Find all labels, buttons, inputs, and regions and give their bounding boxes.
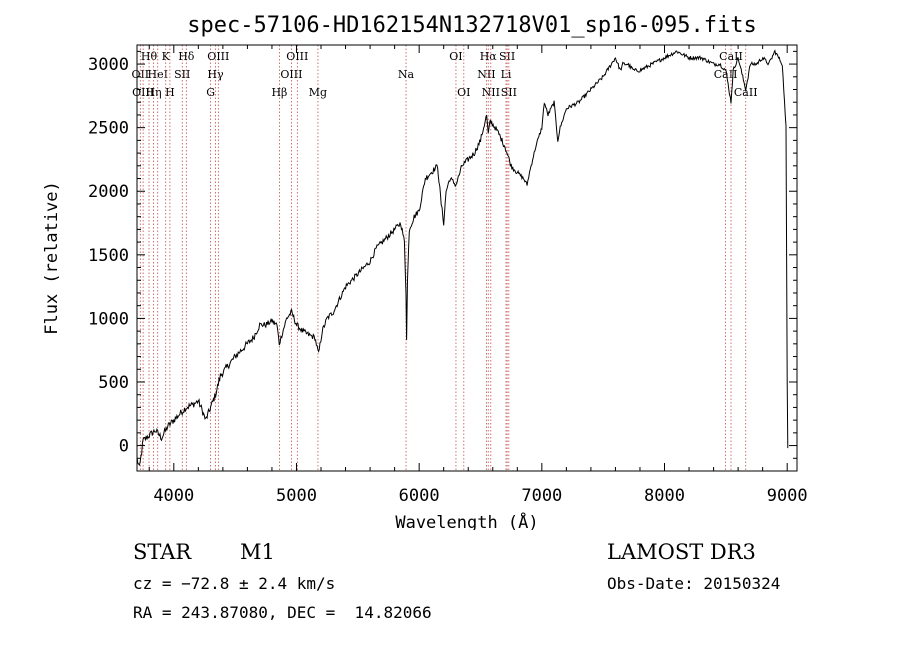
line-marker-label: CaII <box>734 86 758 99</box>
y-axis-label: Flux (relative) <box>42 181 62 335</box>
x-tick-label: 5000 <box>276 486 317 506</box>
coordinates: RA = 243.87080, DEC = 14.82066 <box>133 603 432 622</box>
y-tick-label: 0 <box>119 437 129 457</box>
line-marker-label: NII <box>482 86 500 99</box>
x-axis: 4000 5000 6000 7000 8000 9000 <box>148 45 808 506</box>
line-marker-label: Li <box>501 68 512 81</box>
spectrum-chart: spec-57106-HD162154N132718V01_sp16-095.f… <box>42 13 808 530</box>
y-tick-label: 2500 <box>88 119 129 139</box>
line-marker-label: Hη <box>145 86 161 99</box>
y-axis: 0 500 1000 1500 2000 2500 3000 <box>88 50 797 459</box>
line-marker-label: G <box>206 86 215 99</box>
chart-title: spec-57106-HD162154N132718V01_sp16-095.f… <box>187 13 757 38</box>
line-marker-label: K <box>162 50 171 63</box>
object-subclass: M1 <box>240 540 275 564</box>
line-marker-label: Na <box>398 68 415 81</box>
line-marker-label: OIII <box>207 50 229 63</box>
flux-series-line <box>136 49 789 467</box>
y-tick-label: 2000 <box>88 182 129 202</box>
x-tick-label: 4000 <box>153 486 194 506</box>
y-tick-label: 3000 <box>88 55 129 75</box>
line-marker-label: Hβ <box>271 86 287 99</box>
line-marker-label: NII <box>477 68 495 81</box>
line-marker-label: OIII <box>280 68 302 81</box>
x-tick-label: 7000 <box>521 486 562 506</box>
line-marker-label: Hδ <box>178 50 195 63</box>
x-axis-label: Wavelength (Å) <box>395 511 538 530</box>
line-markers: OIIOIIIHθHηHeIKHSIIHδGHγOIIIHβOIIIOIIIMg… <box>131 45 758 471</box>
redshift-cz: cz = −72.8 ± 2.4 km/s <box>133 574 336 593</box>
x-tick-label: 6000 <box>399 486 440 506</box>
line-marker-label: HeI <box>148 68 168 81</box>
line-marker-label: Hα <box>480 50 498 63</box>
y-tick-label: 500 <box>98 373 129 393</box>
line-marker-label: CaII <box>714 68 738 81</box>
x-tick-label: 9000 <box>767 486 808 506</box>
line-marker-label: H <box>165 86 175 99</box>
object-class: STAR <box>133 540 192 564</box>
line-marker-label: Hγ <box>207 68 224 81</box>
line-marker-label: OI <box>449 50 462 63</box>
survey-name: LAMOST DR3 <box>607 540 756 564</box>
line-marker-label: Hθ <box>141 50 158 63</box>
y-tick-label: 1500 <box>88 246 129 266</box>
plot-frame <box>136 44 798 472</box>
line-marker-label: SII <box>501 86 517 99</box>
y-tick-label: 1000 <box>88 309 129 329</box>
line-marker-label: SII <box>499 50 515 63</box>
line-marker-label: OIII <box>286 50 308 63</box>
line-marker-label: Mg <box>309 86 327 99</box>
line-marker-label: OI <box>457 86 470 99</box>
obs-date: Obs-Date: 20150324 <box>607 574 781 593</box>
line-marker-label: SII <box>174 68 190 81</box>
line-marker-label: OII <box>131 68 149 81</box>
line-marker-label: CaII <box>719 50 743 63</box>
x-tick-label: 8000 <box>644 486 685 506</box>
